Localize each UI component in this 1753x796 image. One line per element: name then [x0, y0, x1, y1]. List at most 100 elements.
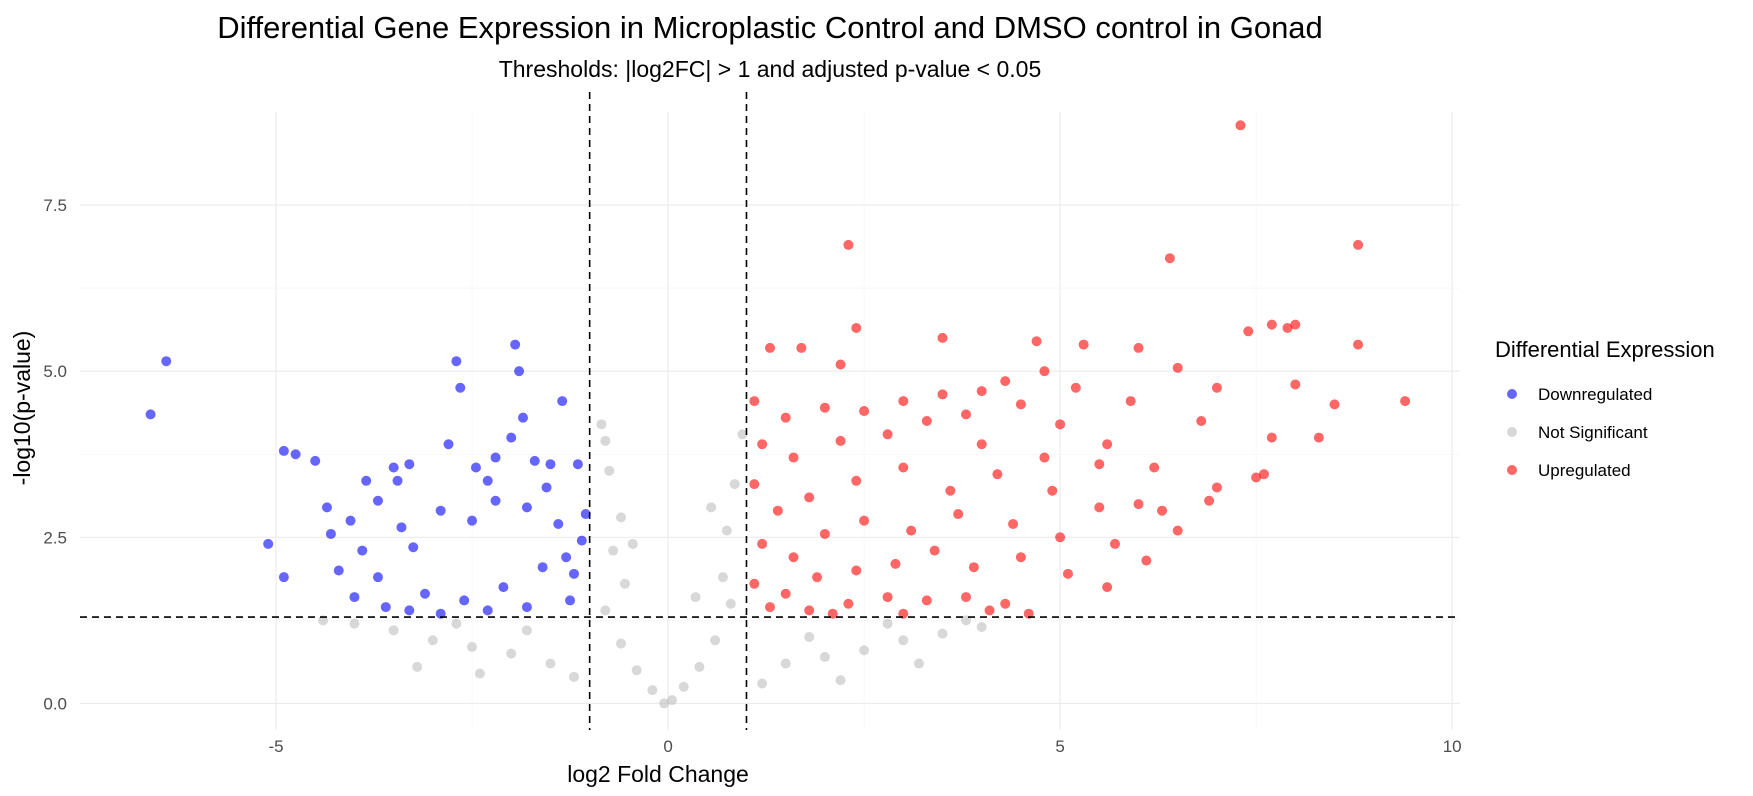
not-significant-point	[737, 429, 748, 440]
not-significant-point	[619, 578, 630, 589]
upregulated-point	[757, 439, 768, 450]
x-tick-label: -5	[268, 737, 283, 756]
upregulated-point	[984, 605, 995, 616]
not-significant-point	[780, 658, 791, 669]
y-tick-label: 2.5	[43, 528, 67, 547]
downregulated-point	[435, 505, 446, 516]
downregulated-point	[521, 502, 532, 513]
upregulated-point	[937, 389, 948, 400]
not-significant-point	[710, 635, 721, 646]
upregulated-point	[1329, 399, 1340, 410]
not-significant-point	[729, 479, 740, 490]
upregulated-point	[843, 598, 854, 609]
not-significant-point	[961, 615, 972, 626]
not-significant-point	[659, 698, 670, 709]
not-significant-point	[600, 605, 611, 616]
not-significant-point	[608, 545, 619, 556]
not-significant-point	[804, 631, 815, 642]
upregulated-point	[804, 605, 815, 616]
downregulated-point	[278, 445, 289, 456]
x-tick-label: 10	[1443, 737, 1462, 756]
upregulated-point	[937, 332, 948, 343]
upregulated-point	[1000, 598, 1011, 609]
upregulated-point	[1094, 459, 1105, 470]
not-significant-point	[451, 618, 462, 629]
downregulated-point	[490, 452, 501, 463]
legend-label-downregulated: Downregulated	[1538, 385, 1652, 404]
upregulated-point	[819, 528, 830, 539]
downregulated-point	[145, 409, 156, 420]
downregulated-point	[361, 475, 372, 486]
downregulated-point	[396, 522, 407, 533]
upregulated-point	[1400, 396, 1411, 407]
upregulated-point	[1313, 432, 1324, 443]
upregulated-point	[1000, 376, 1011, 387]
y-tick-label: 5.0	[43, 362, 67, 381]
upregulated-point	[749, 578, 760, 589]
not-significant-point	[627, 538, 638, 549]
downregulated-point	[545, 459, 556, 470]
downregulated-point	[498, 582, 509, 593]
not-significant-point	[521, 625, 532, 636]
upregulated-point	[1211, 382, 1222, 393]
downregulated-point	[349, 592, 360, 603]
not-significant-point	[859, 645, 870, 656]
not-significant-point	[427, 635, 438, 646]
y-axis-title: -log10(p-value)	[9, 331, 35, 486]
upregulated-point	[890, 558, 901, 569]
x-tick-label: 5	[1055, 737, 1064, 756]
upregulated-point	[819, 402, 830, 413]
chart-title: Differential Gene Expression in Micropla…	[217, 10, 1323, 45]
upregulated-point	[882, 592, 893, 603]
upregulated-point	[945, 485, 956, 496]
not-significant-point	[976, 622, 987, 632]
upregulated-point	[1125, 396, 1136, 407]
not-significant-point	[706, 502, 717, 513]
upregulated-point	[976, 386, 987, 397]
legend-key-downregulated	[1507, 389, 1517, 399]
upregulated-point	[812, 572, 823, 583]
upregulated-point	[827, 608, 838, 619]
upregulated-point	[1102, 582, 1113, 593]
legend-key-not-significant	[1507, 427, 1517, 437]
not-significant-point	[568, 671, 579, 682]
legend-label-upregulated: Upregulated	[1538, 461, 1631, 480]
legend-key-upregulated	[1507, 465, 1517, 475]
upregulated-point	[765, 342, 775, 353]
downregulated-point	[290, 449, 301, 460]
not-significant-point	[835, 675, 846, 686]
legend: Differential Expression Downregulated Not…	[1495, 337, 1715, 480]
upregulated-point	[1070, 382, 1081, 393]
upregulated-point	[1164, 253, 1175, 264]
downregulated-point	[310, 455, 321, 466]
upregulated-point	[757, 538, 768, 549]
upregulated-point	[921, 416, 932, 426]
not-significant-point	[647, 685, 658, 696]
upregulated-point	[749, 396, 760, 407]
upregulated-point	[1023, 608, 1034, 619]
downregulated-point	[455, 382, 466, 393]
not-significant-point	[913, 658, 924, 669]
not-significant-point	[616, 512, 627, 523]
upregulated-point	[1149, 462, 1160, 473]
y-tick-label: 0.0	[43, 694, 67, 713]
upregulated-point	[1235, 120, 1246, 131]
not-significant-point	[616, 638, 627, 649]
not-significant-point	[467, 641, 478, 652]
upregulated-point	[1133, 342, 1144, 353]
chart-subtitle: Thresholds: |log2FC| > 1 and adjusted p-…	[499, 56, 1042, 82]
not-significant-point	[600, 435, 611, 446]
not-significant-point	[388, 625, 399, 636]
upregulated-point	[851, 475, 862, 486]
upregulated-point	[772, 505, 783, 516]
upregulated-point	[1172, 525, 1183, 536]
downregulated-point	[408, 542, 419, 553]
upregulated-point	[1039, 452, 1050, 463]
downregulated-point	[321, 502, 332, 513]
upregulated-point	[1133, 499, 1144, 510]
not-significant-point	[318, 615, 329, 626]
downregulated-point	[263, 538, 274, 549]
upregulated-point	[921, 595, 932, 606]
downregulated-point	[404, 459, 415, 470]
